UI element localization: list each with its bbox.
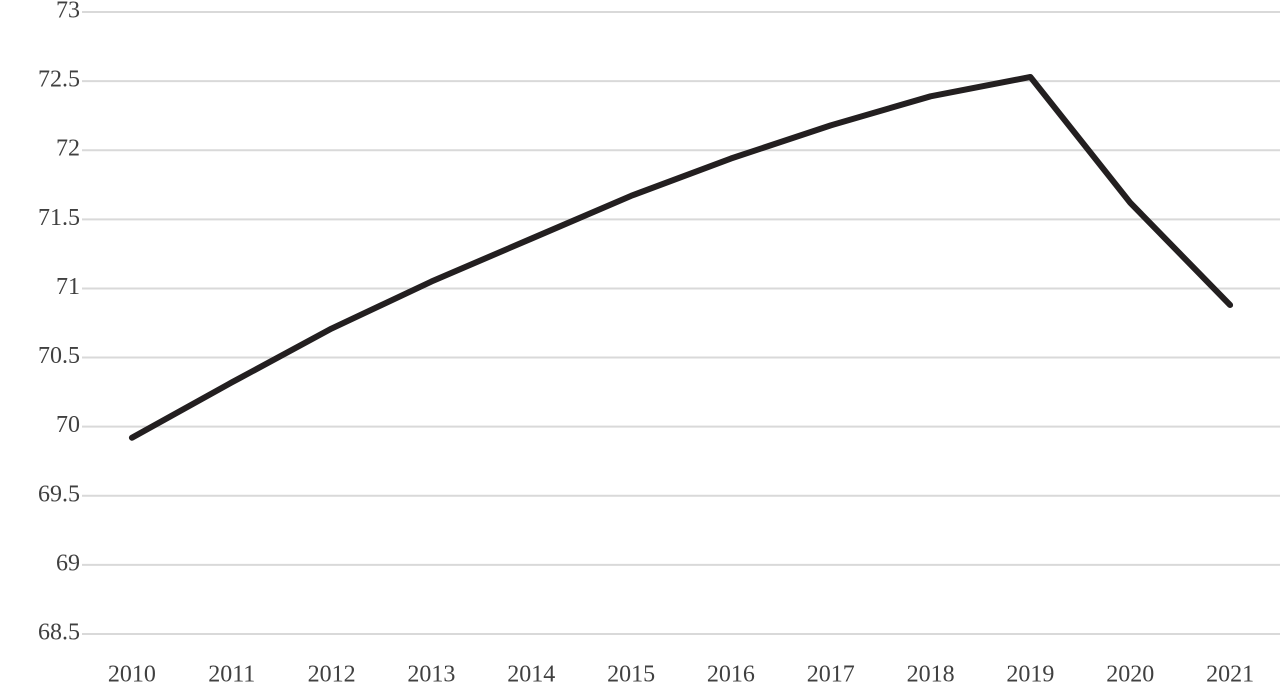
x-tick-label: 2015 <box>607 662 655 685</box>
x-tick-label: 2017 <box>807 662 855 685</box>
data-line <box>128 73 1234 441</box>
x-tick-label: 2011 <box>208 662 255 685</box>
x-tick-label: 2021 <box>1206 662 1254 685</box>
y-tick-label: 70.5 <box>38 343 80 369</box>
x-tick-label: 2016 <box>707 662 755 685</box>
y-tick-label: 72 <box>56 136 80 162</box>
x-tick-label: 2010 <box>108 662 156 685</box>
x-tick-label: 2020 <box>1106 662 1154 685</box>
y-tick-label: 72.5 <box>38 67 80 93</box>
x-tick-label: 2018 <box>907 662 955 685</box>
x-tick-label: 2019 <box>1006 662 1054 685</box>
x-tick-label: 2014 <box>507 662 555 685</box>
y-tick-label: 73 <box>56 0 80 24</box>
y-tick-label: 71 <box>56 274 80 300</box>
y-tick-label: 70 <box>56 412 80 438</box>
x-tick-label: 2013 <box>407 662 455 685</box>
x-tick-label: 2012 <box>308 662 356 685</box>
y-tick-label: 71.5 <box>38 205 80 231</box>
y-tick-label: 69.5 <box>38 481 80 507</box>
y-tick-label: 69 <box>56 550 80 576</box>
y-tick-label: 68.5 <box>38 620 80 646</box>
